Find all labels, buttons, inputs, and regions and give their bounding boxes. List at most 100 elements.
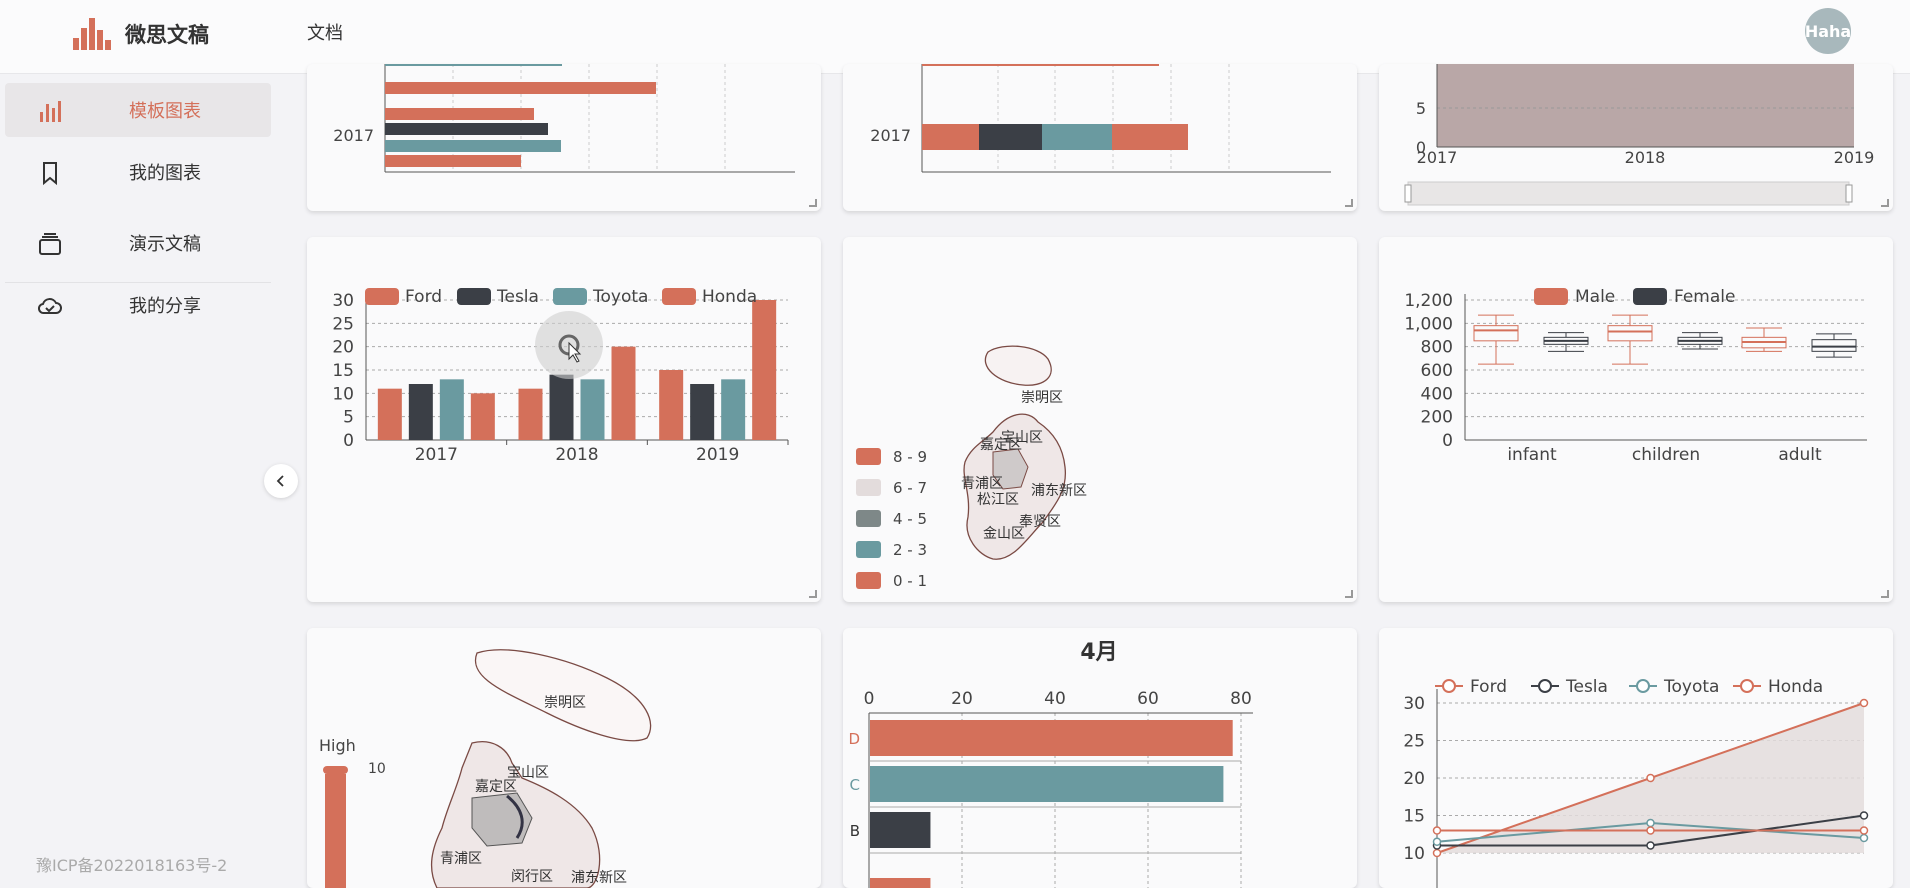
- boxplot-female[interactable]: [1811, 333, 1857, 358]
- avatar[interactable]: Haha: [1805, 8, 1851, 54]
- app-logo[interactable]: 微思文稿: [73, 18, 209, 50]
- legend-label: Tesla: [496, 287, 539, 307]
- boxplot-female[interactable]: [1677, 332, 1723, 350]
- shanghai-map-large: 崇明区 宝山区 嘉定区 青浦区 闵行区 浦东新区 High 10: [319, 649, 652, 888]
- bar-toyota[interactable]: [439, 379, 464, 440]
- bookmark-icon: [43, 162, 57, 186]
- y-tick-label: 600: [1421, 361, 1453, 381]
- sidebar-item-my-charts[interactable]: 我的图表: [5, 145, 271, 199]
- chart-legend[interactable]: Male Female: [1534, 287, 1735, 307]
- map-region[interactable]: [506, 794, 524, 839]
- chart-card-map-small[interactable]: 崇明区 嘉定区 宝山区 青浦区 松江区 浦东新区 奉贤区 金山区 8 - 9 6…: [843, 237, 1357, 602]
- map-region[interactable]: [474, 649, 652, 742]
- boxplot-male[interactable]: [1741, 327, 1787, 352]
- legend-label: Female: [1674, 287, 1735, 307]
- chart-card-boxplot[interactable]: 0 200 400 600 800 1,000 1,200 infant children ad…: [1379, 237, 1893, 602]
- bar-b[interactable]: [870, 812, 931, 848]
- resize-handle[interactable]: [809, 199, 817, 207]
- resize-handle[interactable]: [1881, 590, 1889, 598]
- visual-map-handle[interactable]: [323, 766, 348, 774]
- point-honda[interactable]: [1646, 826, 1655, 835]
- bar-d[interactable]: [870, 720, 1233, 756]
- visual-map-bar[interactable]: [325, 774, 346, 888]
- bar-a[interactable]: [870, 878, 931, 888]
- point-toyota[interactable]: [1859, 833, 1869, 843]
- y-tick-label: 15: [332, 361, 354, 381]
- y-tick-label: 2017: [333, 126, 374, 145]
- zoom-handle-left[interactable]: [1404, 184, 1412, 203]
- map-label: 浦东新区: [571, 870, 627, 886]
- y-tick-label: D: [848, 730, 860, 748]
- bar-honda[interactable]: [752, 300, 777, 440]
- resize-handle[interactable]: [1345, 590, 1353, 598]
- chart-card-partial-stacked[interactable]: 2017: [843, 64, 1357, 211]
- nav-docs-link[interactable]: 文档: [307, 23, 343, 44]
- point-ford[interactable]: [1646, 773, 1655, 783]
- chart-card-grouped-bar[interactable]: 0 5 10 15 20 25 30 2017 2018 2019 Ford Tesla Toy…: [307, 237, 821, 602]
- chart-card-partial-bar[interactable]: 2017: [307, 64, 821, 211]
- chevron-left-icon: [276, 475, 284, 487]
- boxplot-female[interactable]: [1543, 332, 1589, 352]
- resize-handle[interactable]: [1345, 199, 1353, 207]
- chart-card-map-large[interactable]: 崇明区 宝山区 嘉定区 青浦区 闵行区 浦东新区 High 10: [307, 628, 821, 888]
- map-label: 崇明区: [1021, 390, 1063, 406]
- bar-toyota[interactable]: [580, 379, 605, 440]
- y-tick-label: 10: [332, 384, 354, 404]
- resize-handle[interactable]: [1881, 199, 1889, 207]
- x-tick-label: 2017: [1417, 148, 1458, 167]
- map-label: 奉贤区: [1019, 514, 1061, 530]
- boxplot-male[interactable]: [1473, 314, 1519, 365]
- visual-map-legend[interactable]: 8 - 9 6 - 7 4 - 5 2 - 3 0 - 1: [856, 448, 927, 590]
- chart-legend[interactable]: Ford Tesla Toyota Honda: [365, 287, 757, 307]
- bar-tesla[interactable]: [690, 384, 715, 440]
- y-tick-label: 400: [1421, 384, 1453, 404]
- point-toyota[interactable]: [1432, 837, 1442, 846]
- sidebar-item-presentations[interactable]: 演示文稿: [5, 216, 271, 270]
- boxplot-male[interactable]: [1607, 314, 1653, 365]
- stack-icon: [39, 233, 61, 255]
- legend-label: 6 - 7: [893, 479, 927, 497]
- legend-label: Tesla: [1565, 677, 1608, 697]
- sidebar-item-my-shares[interactable]: 我的分享: [5, 278, 271, 332]
- point-honda[interactable]: [1432, 826, 1442, 835]
- bar-ford[interactable]: [518, 388, 543, 440]
- point-tesla[interactable]: [1646, 841, 1655, 850]
- legend-swatch: [856, 510, 881, 527]
- icp-license[interactable]: 豫ICP备2022018163号-2: [36, 856, 228, 875]
- point-ford[interactable]: [1432, 848, 1442, 858]
- bar-ford[interactable]: [377, 388, 402, 440]
- legend-swatch: [553, 288, 587, 305]
- legend-marker: [1442, 679, 1456, 693]
- x-tick-label: 2018: [555, 445, 598, 465]
- x-tick-label: 40: [1044, 689, 1066, 709]
- bar-tesla[interactable]: [549, 374, 574, 440]
- y-tick-label: C: [850, 776, 860, 794]
- data-zoom-slider[interactable]: [1407, 181, 1850, 206]
- bar-tesla[interactable]: [408, 384, 433, 440]
- map-label: 青浦区: [961, 476, 1003, 492]
- resize-handle[interactable]: [809, 590, 817, 598]
- point-tesla[interactable]: [1859, 811, 1869, 820]
- zoom-handle-right[interactable]: [1845, 184, 1853, 203]
- y-tick-label: B: [850, 822, 860, 840]
- sidebar-collapse-button[interactable]: [264, 464, 298, 498]
- bar-honda[interactable]: [611, 346, 636, 440]
- chart-card-line[interactable]: 10 15 20 25 30 Ford Tesla Toyota Honda: [1379, 628, 1893, 888]
- point-honda[interactable]: [1859, 826, 1869, 835]
- chart-card-hbar[interactable]: 4月 0 20 40 60 80 D C B: [843, 628, 1357, 888]
- point-toyota[interactable]: [1646, 818, 1655, 828]
- x-tick-label: adult: [1778, 445, 1822, 465]
- map-label: 金山区: [983, 526, 1025, 542]
- bar-honda[interactable]: [470, 393, 495, 440]
- point-ford[interactable]: [1859, 698, 1869, 708]
- map-region[interactable]: [992, 448, 1029, 490]
- chart-legend[interactable]: Ford Tesla Toyota Honda: [1435, 677, 1823, 697]
- sidebar-item-template-charts[interactable]: 模板图表: [5, 83, 271, 137]
- bar-toyota[interactable]: [721, 379, 746, 440]
- legend-swatch: [856, 448, 881, 465]
- chart-card-partial-area[interactable]: 5 0 2017 2018 2019: [1379, 64, 1893, 211]
- map-region[interactable]: [984, 345, 1052, 386]
- chart-title: 4月: [1080, 640, 1117, 665]
- bar-c[interactable]: [870, 766, 1224, 802]
- bar-ford[interactable]: [659, 370, 684, 440]
